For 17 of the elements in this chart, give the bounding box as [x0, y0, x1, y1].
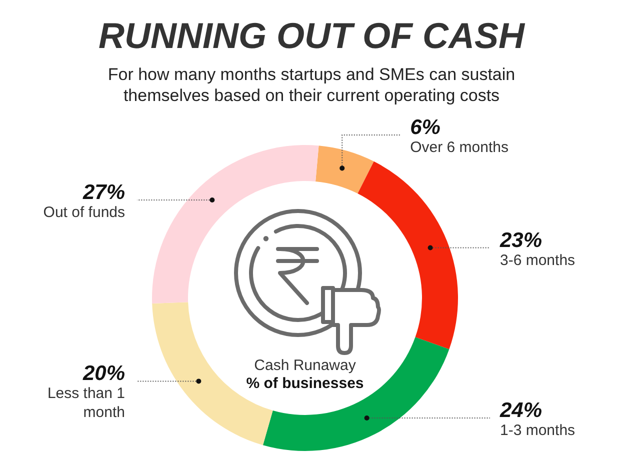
data-label: 6%: [410, 116, 441, 139]
chart-subtitle: For how many months startups and SMEs can sustain themselves based on their current operating costs: [108, 65, 516, 105]
slice-label: 3-6 months: [500, 252, 576, 269]
donut-slice: [358, 161, 458, 350]
slice-label: Over 6 months: [410, 139, 508, 156]
slice-label: 1-3 months: [500, 422, 576, 440]
data-label: 27%: [82, 180, 126, 204]
text: % of businesses: [246, 375, 364, 392]
donut-slice: [316, 146, 374, 194]
data-label: 24%: [499, 399, 542, 422]
slice-label: Less than 1 month: [47, 385, 125, 422]
text: Cash Runaway: [254, 357, 356, 374]
data-label: 20%: [82, 362, 126, 386]
donut-slice: [152, 145, 319, 304]
data-label: 23%: [499, 228, 542, 252]
slice-label: Out of funds: [43, 204, 125, 221]
chart-title: RUNNING OUT OF CASH: [98, 15, 526, 56]
